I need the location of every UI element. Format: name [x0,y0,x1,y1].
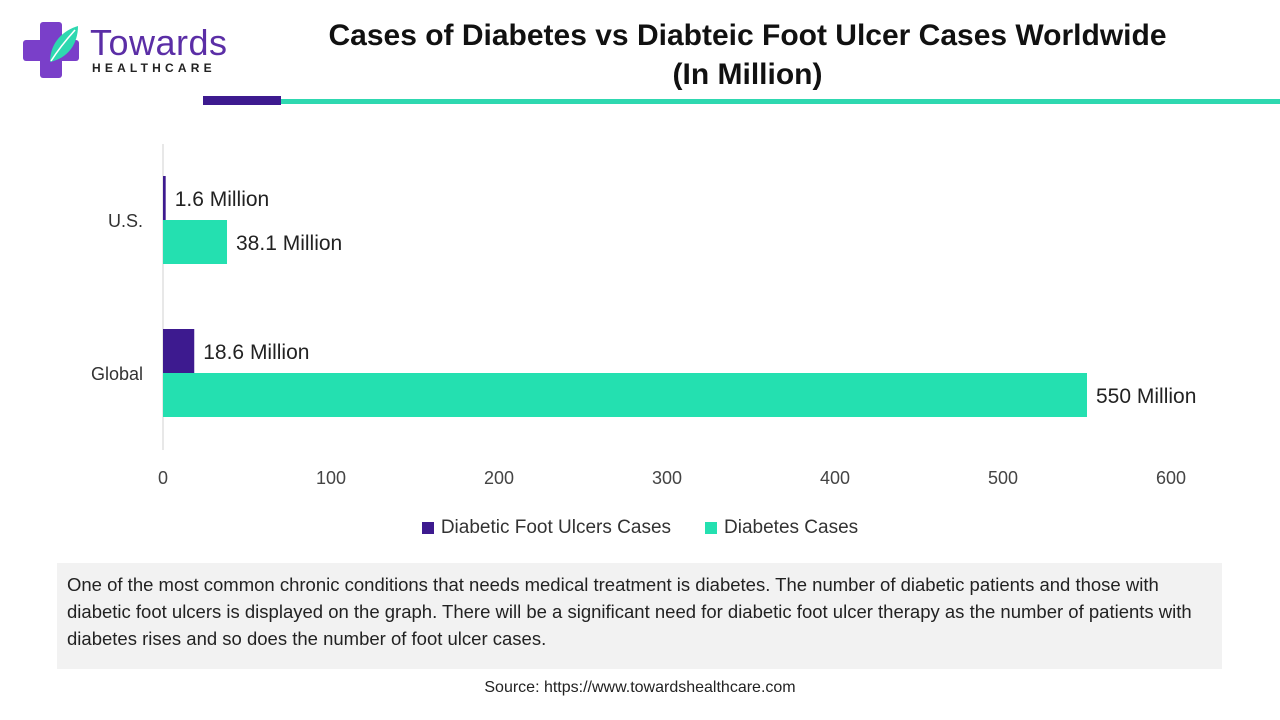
x-tick-label-4: 400 [820,468,850,488]
bar-chart: 0 100 200 300 400 500 600 U.S. Global 1.6 Million… [91,144,1196,488]
legend-item-foot-ulcers: Diabetic Foot Ulcers Cases [421,517,672,539]
chart-legend: Diabetic Foot Ulcers Cases Diabetes Case… [0,517,1280,539]
medical-cross-leaf-icon [23,22,79,78]
x-tick-label-3: 300 [652,468,682,488]
x-tick-label-6: 600 [1156,468,1186,488]
category-label-1: Global [91,364,143,384]
data-label-series-1-category-0: 38.1 Million [236,232,342,255]
legend-item-diabetes: Diabetes Cases [705,517,858,539]
bar-series-1-category-0 [163,220,228,264]
data-label-series-0-category-1: 18.6 Million [203,341,309,364]
chart-title: Cases of Diabetes vs Diabteic Foot Ulcer… [290,16,1205,94]
title-underline [281,99,1280,104]
bar-series-1-category-1 [163,373,1087,417]
chart-description: One of the most common chronic condition… [57,563,1222,669]
brand-subtitle: HEALTHCARE [92,61,216,75]
x-tick-label-0: 0 [158,468,168,488]
legend-label-foot-ulcers: Diabetic Foot Ulcers Cases [440,517,672,538]
data-label-series-1-category-1: 550 Million [1096,385,1196,408]
source-note: Source: https://www.towardshealthcare.co… [484,679,796,696]
category-label-0: U.S. [108,211,143,231]
legend-label-diabetes: Diabetes Cases [724,517,859,538]
x-tick-label-5: 500 [988,468,1018,488]
brand-name: Towards [90,22,228,63]
bar-series-0-category-1 [163,329,195,373]
legend-swatch-foot-ulcers [421,522,434,534]
x-tick-label-1: 100 [316,468,346,488]
chart-title-line-1: Cases of Diabetes vs Diabteic Foot Ulcer… [328,19,1167,52]
data-label-series-0-category-0: 1.6 Million [175,188,270,211]
x-tick-label-2: 200 [484,468,514,488]
chart-title-line-2: (In Million) [672,58,823,91]
legend-swatch-diabetes [705,522,718,534]
brand-logo: Towards HEALTHCARE [20,18,240,82]
bar-series-0-category-0 [163,176,166,220]
title-underline-accent [203,96,281,105]
